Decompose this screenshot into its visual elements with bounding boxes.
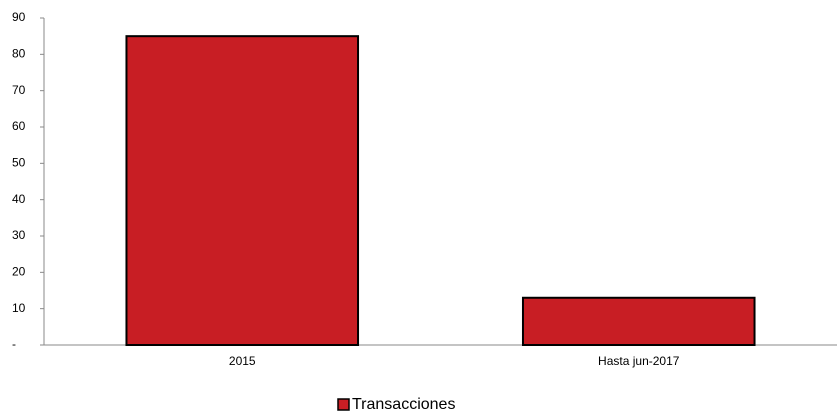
legend-swatch <box>337 398 350 411</box>
y-tick-label: 60 <box>12 119 26 133</box>
x-tick-label: Hasta jun-2017 <box>598 354 680 368</box>
y-tick-label: - <box>12 337 16 351</box>
x-tick-label: 2015 <box>229 354 256 368</box>
legend-text: Transacciones <box>352 396 455 413</box>
y-tick-label: 90 <box>12 10 26 24</box>
bar <box>125 35 360 347</box>
bar <box>521 296 756 346</box>
y-tick-label: 80 <box>12 47 26 61</box>
y-tick-label: 50 <box>12 156 26 170</box>
y-tick-label: 20 <box>12 265 26 279</box>
y-tick-label: 70 <box>12 83 26 97</box>
y-tick-label: 40 <box>12 192 26 206</box>
y-tick-label: 30 <box>12 228 26 242</box>
y-tick-label: 10 <box>12 301 26 315</box>
